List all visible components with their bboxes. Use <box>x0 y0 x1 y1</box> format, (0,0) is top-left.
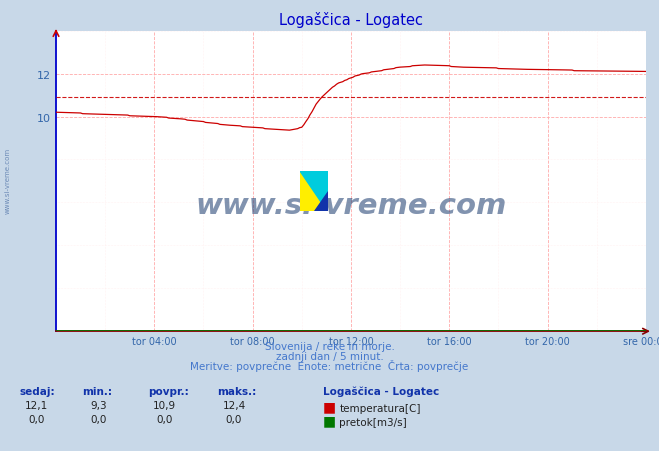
Polygon shape <box>314 192 328 212</box>
Text: min.:: min.: <box>82 387 113 396</box>
Text: Meritve: povprečne  Enote: metrične  Črta: povprečje: Meritve: povprečne Enote: metrične Črta:… <box>190 359 469 371</box>
Polygon shape <box>300 171 328 212</box>
Text: Slovenija / reke in morje.: Slovenija / reke in morje. <box>264 341 395 351</box>
Text: 9,3: 9,3 <box>90 400 107 410</box>
Text: 12,4: 12,4 <box>222 400 246 410</box>
Text: 12,1: 12,1 <box>24 400 48 410</box>
Text: 0,0: 0,0 <box>226 414 242 423</box>
Text: 10,9: 10,9 <box>153 400 177 410</box>
Text: 0,0: 0,0 <box>91 414 107 423</box>
Text: 0,0: 0,0 <box>157 414 173 423</box>
Text: povpr.:: povpr.: <box>148 387 189 396</box>
Title: Logaščica - Logatec: Logaščica - Logatec <box>279 12 423 28</box>
Text: Logaščica - Logatec: Logaščica - Logatec <box>323 386 439 396</box>
Text: www.si-vreme.com: www.si-vreme.com <box>5 147 11 213</box>
Text: zadnji dan / 5 minut.: zadnji dan / 5 minut. <box>275 351 384 361</box>
Polygon shape <box>300 171 328 212</box>
Text: temperatura[C]: temperatura[C] <box>339 403 421 413</box>
Text: www.si-vreme.com: www.si-vreme.com <box>195 192 507 220</box>
Text: ■: ■ <box>323 400 336 414</box>
Text: maks.:: maks.: <box>217 387 257 396</box>
Text: 0,0: 0,0 <box>28 414 44 423</box>
Text: ■: ■ <box>323 414 336 427</box>
Text: sedaj:: sedaj: <box>20 387 55 396</box>
Text: pretok[m3/s]: pretok[m3/s] <box>339 417 407 427</box>
